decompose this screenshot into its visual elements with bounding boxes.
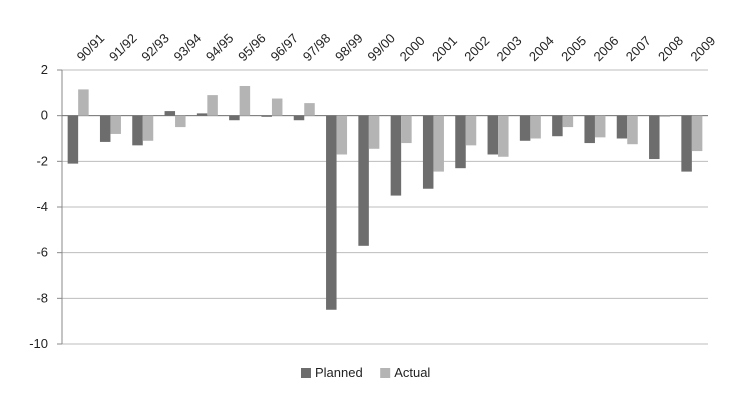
bar-actual [142,115,154,141]
y-tick-label: 2 [41,62,48,77]
category-label: 94/95 [203,31,237,65]
category-label: 96/97 [267,31,301,65]
bar-actual [239,85,251,116]
bar-actual [401,115,412,144]
bar-actual [465,115,477,146]
legend: Planned Actual [301,365,430,380]
bar-actual [368,115,380,149]
y-tick-label: -8 [36,290,48,305]
bar-planned [616,115,628,139]
bar-actual [659,115,671,117]
category-label: 2002 [461,33,492,64]
category-label: 2005 [558,33,589,64]
category-label: 2003 [494,33,525,64]
bar-actual [498,115,509,157]
bar-actual [433,115,444,172]
bar-planned [681,115,692,172]
category-label: 2004 [526,33,557,64]
category-label: 91/92 [106,31,140,65]
category-label: 2009 [687,33,718,64]
legend-label-planned: Planned [315,365,363,380]
y-tick-label: -10 [29,336,48,351]
bar-planned [164,111,176,116]
category-label: 2006 [590,33,621,64]
bar-actual [691,115,703,152]
bar-planned [390,115,402,196]
category-labels: 90/9191/9292/9393/9494/9595/9696/9797/98… [74,31,719,65]
category-label: 99/00 [364,31,398,65]
bar-planned [326,115,337,310]
category-label: 98/99 [332,31,366,65]
bar-planned [455,115,466,169]
legend-swatch-actual [380,368,391,378]
bar-planned [358,115,369,246]
bar-actual [627,115,638,145]
category-label: 92/93 [138,31,172,65]
category-label: 90/91 [74,31,108,65]
category-label: 2001 [429,33,460,64]
bar-actual [562,115,574,128]
bar-actual [336,115,348,155]
bar-planned [487,115,499,155]
bar-planned [552,115,563,137]
bar-actual [110,115,121,134]
bar-planned [196,113,208,116]
bar-planned [519,115,531,141]
bar-planned [649,115,660,160]
y-tick-label: -2 [36,153,48,168]
bar-actual [78,89,89,116]
category-label: 2007 [623,33,654,64]
bar-planned [99,115,111,142]
category-label: 2008 [655,33,686,64]
bar-planned [584,115,595,144]
bar-actual [271,98,283,116]
bar-planned [261,115,272,117]
bars [67,85,703,310]
bar-actual [207,95,218,116]
legend-label-actual: Actual [394,365,430,380]
bar-planned [422,115,434,189]
category-label: 95/96 [235,31,269,65]
bar-actual [304,103,315,116]
bar-actual [594,115,606,138]
legend-swatch-planned [301,368,311,378]
bar-planned [293,115,305,121]
bar-actual [175,115,186,128]
y-tick-label: -6 [36,245,48,260]
gridlines [62,69,708,345]
bar-actual [530,115,541,139]
category-label: 93/94 [171,31,205,65]
y-tick-labels: 2 0 -2 -4 -6 -8 -10 [29,62,48,351]
bar-planned [132,115,143,146]
y-tick-label: 0 [41,108,48,123]
y-tick-label: -4 [36,199,48,214]
category-label: 97/98 [300,31,334,65]
bar-planned [229,115,240,121]
category-label: 2000 [397,33,428,64]
bar-planned [67,115,79,164]
